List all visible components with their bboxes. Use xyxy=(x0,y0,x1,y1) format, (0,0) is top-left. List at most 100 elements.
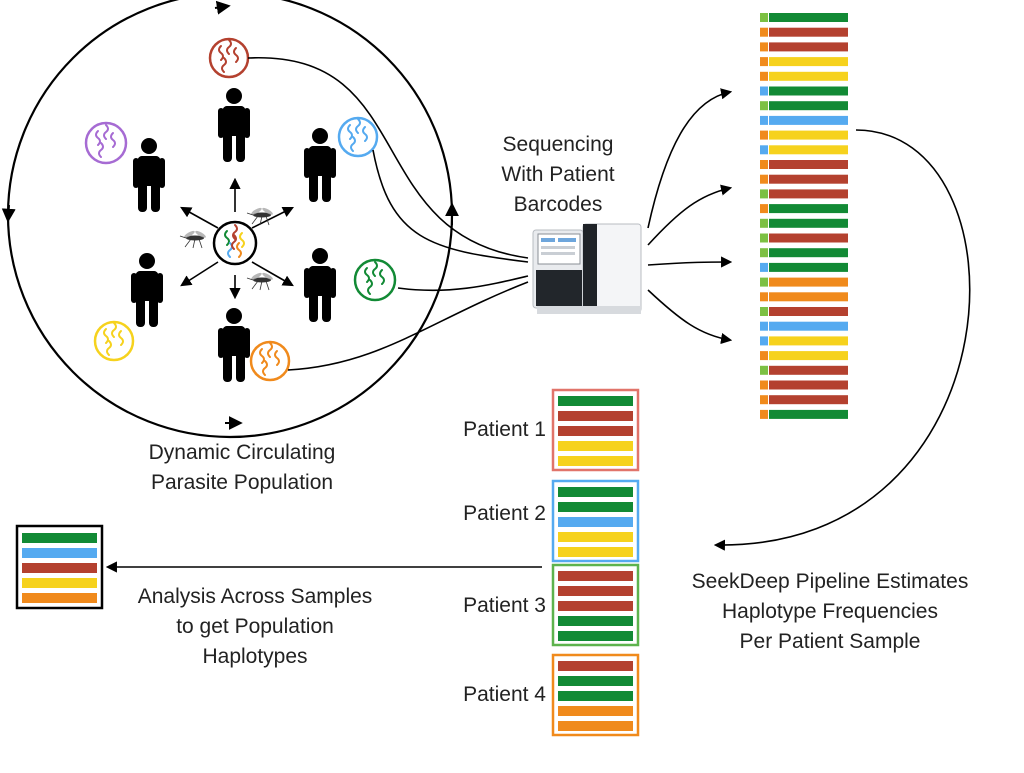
sequencing-read xyxy=(760,42,848,52)
haplotype-bar xyxy=(558,441,633,451)
sequencing-label-line: With Patient xyxy=(501,163,615,186)
parasite-strain xyxy=(347,124,353,140)
parasite-strain xyxy=(355,118,361,134)
sequencing-read xyxy=(760,277,848,287)
parasite-strain xyxy=(362,126,368,142)
analysis-label: Analysis Across Samples to get Populatio… xyxy=(100,582,410,672)
analysis-label-line: Haplotypes xyxy=(202,645,308,668)
sequencing-read xyxy=(760,336,848,346)
sequencing-read xyxy=(760,292,848,302)
parasite-strain xyxy=(259,348,265,364)
sequencing-read xyxy=(760,395,848,405)
sequencing-read xyxy=(760,248,848,258)
sequencing-read xyxy=(760,218,848,228)
haplotype-bar xyxy=(558,661,633,671)
haplotype-bar xyxy=(558,586,633,596)
parasite-strain xyxy=(262,360,268,376)
haplotype-bar xyxy=(558,631,633,641)
haplotype-bar xyxy=(558,396,633,406)
haplotype-bar xyxy=(558,426,633,436)
parasite-strain xyxy=(221,57,227,73)
parasite-strain xyxy=(98,142,104,158)
pipeline-arrow xyxy=(713,129,971,551)
patient-4-box xyxy=(551,653,640,737)
haplotype-bar xyxy=(558,691,633,701)
parasite-strain xyxy=(350,136,356,152)
patient-3-box xyxy=(551,563,640,647)
sequencing-read xyxy=(760,160,848,169)
sequencing-read xyxy=(760,307,848,316)
parasite-strain xyxy=(267,342,273,358)
person-icon xyxy=(218,88,250,162)
pipeline-label-line: Per Patient Sample xyxy=(739,630,921,653)
person-icon xyxy=(304,128,336,202)
parasite-strain xyxy=(218,45,224,61)
population-label-line: Parasite Population xyxy=(150,471,334,494)
parasite-strain xyxy=(111,322,117,338)
parasite-strain xyxy=(226,39,232,55)
haplotype-bar xyxy=(558,502,633,512)
pipeline-label: SeekDeep Pipeline Estimates Haplotype Fr… xyxy=(655,567,1005,657)
parasite-strain xyxy=(364,267,370,283)
haplotype-bar xyxy=(558,676,633,686)
parasite-strain xyxy=(233,47,239,63)
sequencing-read xyxy=(760,189,848,199)
haplotype-bar xyxy=(22,593,97,603)
sequencing-label-line: Barcodes xyxy=(513,193,603,216)
sequencing-read xyxy=(760,145,848,155)
person-icon xyxy=(218,308,250,382)
mosquito-icon xyxy=(246,206,275,226)
patient-2-label: Patient 2 xyxy=(463,502,546,525)
sequencing-read xyxy=(760,71,848,81)
sequencing-read xyxy=(760,409,848,419)
population-cycle xyxy=(1,0,459,439)
patient-1-label: Patient 1 xyxy=(463,418,546,441)
haplotype-bar xyxy=(558,571,633,581)
parasite-strain xyxy=(110,132,116,148)
haplotype-bar xyxy=(558,616,633,626)
parasite-sample xyxy=(84,121,128,165)
sequencing-read xyxy=(760,380,848,390)
patient-1-box xyxy=(551,388,640,472)
person-icon xyxy=(133,138,165,212)
sequencing-read xyxy=(760,262,848,272)
haplotype-bar xyxy=(558,532,633,542)
haplotype-bar xyxy=(22,578,97,588)
parasite-strain xyxy=(372,261,378,277)
parasite-strain xyxy=(231,234,237,250)
analysis-label-line: to get Population xyxy=(176,615,334,638)
haplotype-bar xyxy=(22,533,97,543)
haplotype-bar xyxy=(558,456,633,466)
sequencing-reads xyxy=(760,13,848,419)
haplotype-bar xyxy=(558,601,633,611)
haplotype-bar xyxy=(558,547,633,557)
parasite-sample xyxy=(353,258,397,302)
patient-3-label: Patient 3 xyxy=(463,594,546,617)
sequencing-read xyxy=(760,204,848,214)
sequencing-output-arrows xyxy=(647,88,733,345)
parasite-strain xyxy=(239,232,245,248)
population-label-line: Dynamic Circulating xyxy=(148,441,336,464)
sequencing-label-line: Sequencing xyxy=(502,133,614,156)
parasite-strain xyxy=(236,242,242,258)
sequencing-read xyxy=(760,365,848,375)
haplotype-bar xyxy=(558,411,633,421)
parasite-sample xyxy=(337,116,379,158)
haplotype-bar xyxy=(558,517,633,527)
parasite-sample xyxy=(249,340,291,382)
population-label: Dynamic Circulating Parasite Population xyxy=(112,438,372,498)
sequencing-read xyxy=(760,101,848,111)
parasite-strain xyxy=(367,279,373,295)
host-parasite-samples xyxy=(84,37,397,382)
patient-2-box xyxy=(551,479,640,563)
haplotype-bar xyxy=(22,563,97,573)
analysis-label-line: Analysis Across Samples xyxy=(137,585,373,608)
pipeline-label-line: SeekDeep Pipeline Estimates xyxy=(691,570,969,593)
haplotype-bar xyxy=(22,548,97,558)
sample-connectors xyxy=(247,57,529,371)
person-icon xyxy=(304,248,336,322)
haplotype-bar xyxy=(558,487,633,497)
parasite-strain xyxy=(232,224,238,240)
sequencing-read xyxy=(760,86,848,96)
